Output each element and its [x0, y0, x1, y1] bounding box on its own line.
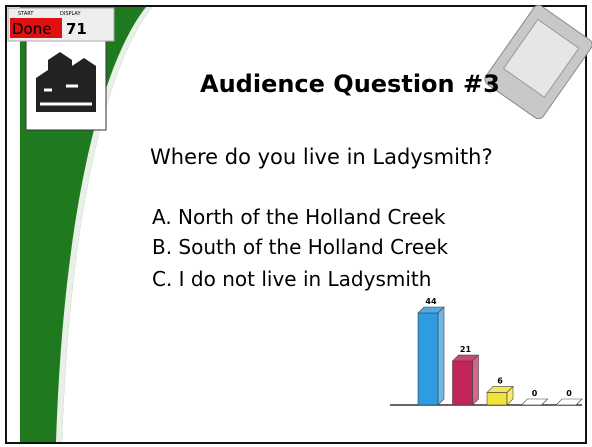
question: Where do you live in Ladysmith? [150, 145, 493, 169]
page: LADYSMITH START DISPLAY Done 71 Audience… [0, 0, 592, 447]
bar-side [438, 307, 444, 405]
bar [487, 386, 513, 405]
slide-title: Audience Question #3 [200, 70, 500, 98]
slide: LADYSMITH START DISPLAY Done 71 Audience… [0, 0, 592, 447]
bar [453, 355, 479, 405]
value-label: 0 [566, 389, 572, 398]
widget-status: Done [12, 20, 51, 38]
widget-start: START [18, 11, 34, 17]
bar-front [487, 392, 507, 405]
value-label: 6 [497, 376, 503, 385]
option: C. I do not live in Ladysmith [152, 267, 431, 291]
value-label: 0 [532, 389, 538, 398]
bar-front [418, 313, 438, 405]
bar-side [473, 355, 479, 405]
bar-front [453, 361, 473, 405]
value-label: 44 [425, 297, 437, 306]
widget-display: DISPLAY [60, 11, 81, 17]
option: B. South of the Holland Creek [152, 235, 448, 259]
logo-caption: LADYSMITH [43, 121, 89, 129]
value-label: 21 [460, 345, 472, 354]
widget-count: 71 [66, 20, 87, 38]
bar [418, 307, 444, 405]
option: A. North of the Holland Creek [152, 205, 446, 229]
